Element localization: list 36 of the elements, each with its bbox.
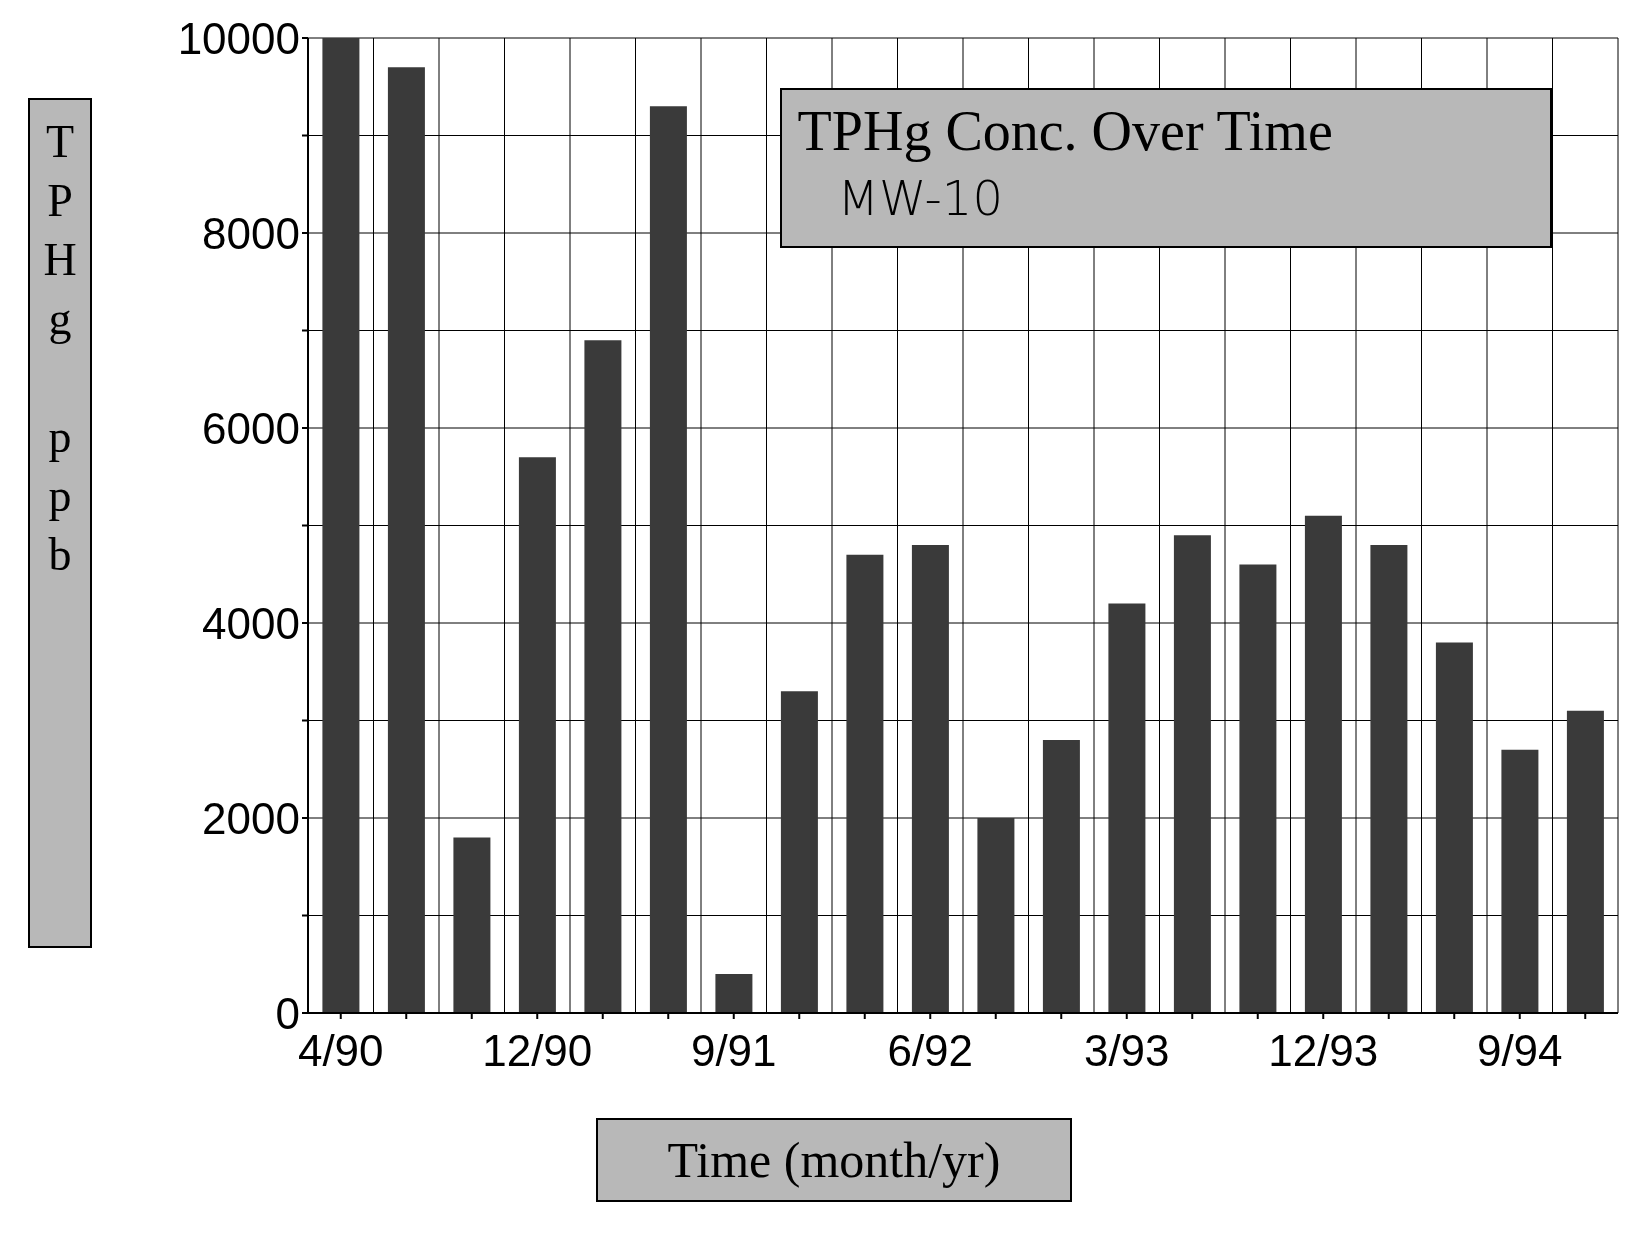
bar [387, 67, 425, 1013]
bar [518, 457, 556, 1013]
bar [1042, 740, 1080, 1013]
bar [322, 38, 360, 1013]
y-tick-label: 8000 [202, 208, 300, 258]
bar [1173, 535, 1211, 1013]
bar [453, 837, 491, 1013]
bar [846, 554, 884, 1013]
x-tick-label: 4/90 [297, 1026, 384, 1076]
x-tick-label: 6/92 [887, 1026, 974, 1076]
bar [977, 818, 1015, 1013]
label-box: TPHg ppb [28, 98, 92, 948]
bar [1435, 642, 1473, 1013]
bar [584, 340, 622, 1013]
bar [1501, 749, 1539, 1013]
x-tick-label: 3/93 [1083, 1026, 1170, 1076]
title-box: TPHg Conc. Over Time MW-10 [779, 88, 1553, 248]
y-tick-label: 6000 [202, 403, 300, 453]
bar [780, 691, 818, 1013]
bar [1304, 515, 1342, 1013]
bar [715, 974, 753, 1013]
x-tick-label: 12/93 [1268, 1026, 1379, 1076]
y-tick-label: 10000 [177, 13, 300, 63]
x-tick-label: 9/91 [690, 1026, 777, 1076]
x-tick-label: 12/90 [482, 1026, 593, 1076]
bar [649, 106, 687, 1013]
bar [1239, 564, 1277, 1013]
bar [1566, 710, 1604, 1013]
bar [1108, 603, 1146, 1013]
x-tick-label: 9/94 [1476, 1026, 1563, 1076]
y-tick-label: 2000 [202, 793, 300, 843]
label-box: Time (month/yr) [596, 1118, 1072, 1202]
bar [1370, 545, 1408, 1013]
y-tick-label: 0 [275, 988, 300, 1038]
y-tick-label: 4000 [202, 598, 300, 648]
bar [911, 545, 949, 1013]
